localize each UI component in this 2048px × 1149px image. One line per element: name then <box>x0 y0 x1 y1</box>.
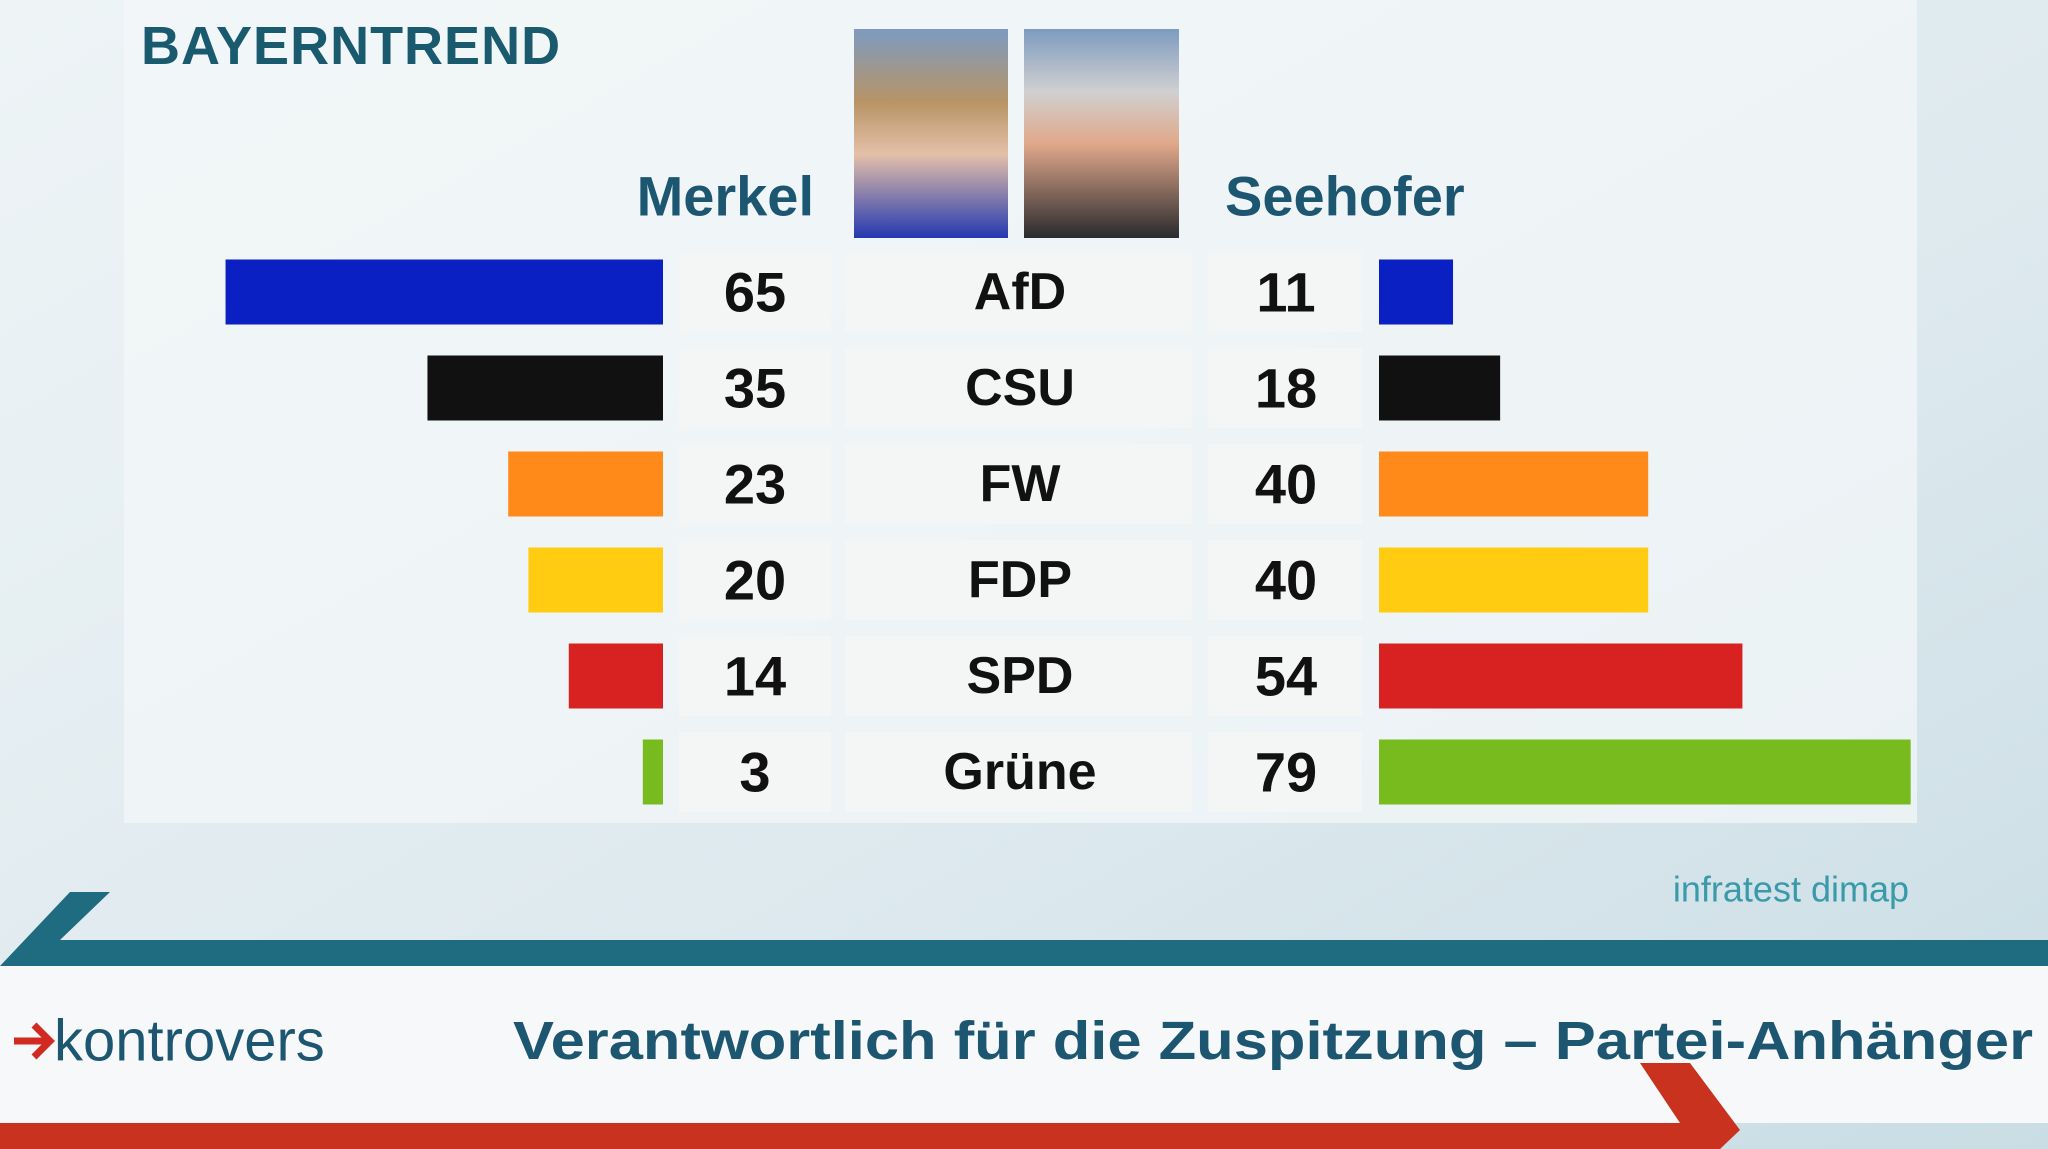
value-box <box>679 732 831 812</box>
bar <box>508 451 663 517</box>
photo-seehofer <box>1024 29 1179 238</box>
value-box <box>1208 540 1362 620</box>
value-box <box>1208 732 1362 812</box>
category-box <box>845 444 1192 524</box>
category-box <box>845 252 1192 332</box>
bar <box>642 739 663 805</box>
category-label: SPD <box>967 647 1074 705</box>
value-box <box>679 444 831 524</box>
category-label: FDP <box>968 551 1072 609</box>
brand: kontrovers <box>54 1009 325 1074</box>
value-label: 54 <box>1255 645 1317 708</box>
value-box <box>679 636 831 716</box>
value-box <box>1208 636 1362 716</box>
stripe-bottom <box>0 1063 1740 1149</box>
value-label: 79 <box>1255 741 1317 804</box>
bar <box>1379 547 1649 613</box>
stripe-top <box>0 892 2048 966</box>
value-label: 20 <box>724 549 786 612</box>
photo-merkel <box>854 29 1008 238</box>
category-box <box>845 732 1192 812</box>
value-box <box>1208 348 1362 428</box>
category-label: AfD <box>974 263 1066 321</box>
bar <box>427 355 663 421</box>
value-label: 3 <box>739 741 770 804</box>
bar <box>1379 355 1501 421</box>
legend-right: Seehofer <box>1225 165 1465 228</box>
value-label: 40 <box>1255 549 1317 612</box>
bar <box>1379 451 1649 517</box>
bar <box>528 547 663 613</box>
value-box <box>679 348 831 428</box>
category-label: FW <box>980 455 1062 513</box>
source: infratest dimap <box>1673 869 1909 910</box>
value-label: 11 <box>1256 261 1315 324</box>
value-label: 35 <box>724 357 786 420</box>
category-box <box>845 348 1192 428</box>
category-label: Grüne <box>943 743 1096 801</box>
legend-left: Merkel <box>637 165 814 228</box>
bar <box>1379 643 1743 709</box>
value-box <box>679 540 831 620</box>
bar <box>568 643 663 709</box>
value-label: 40 <box>1255 453 1317 516</box>
chart-title: BAYERNTREND <box>141 16 561 76</box>
value-box <box>1208 444 1362 524</box>
value-box <box>679 252 831 332</box>
value-label: 65 <box>724 261 786 324</box>
subtitle: Verantwortlich für die Zuspitzung – Part… <box>513 1011 2033 1071</box>
category-label: CSU <box>965 359 1075 417</box>
bar <box>1379 739 1911 805</box>
category-box <box>845 636 1192 716</box>
category-box <box>845 540 1192 620</box>
value-label: 23 <box>724 453 786 516</box>
value-label: 18 <box>1255 357 1317 420</box>
value-box <box>1208 252 1362 332</box>
brand-arrow <box>14 1022 55 1060</box>
value-label: 14 <box>724 645 786 708</box>
bar <box>1379 259 1454 325</box>
bar <box>225 259 664 325</box>
